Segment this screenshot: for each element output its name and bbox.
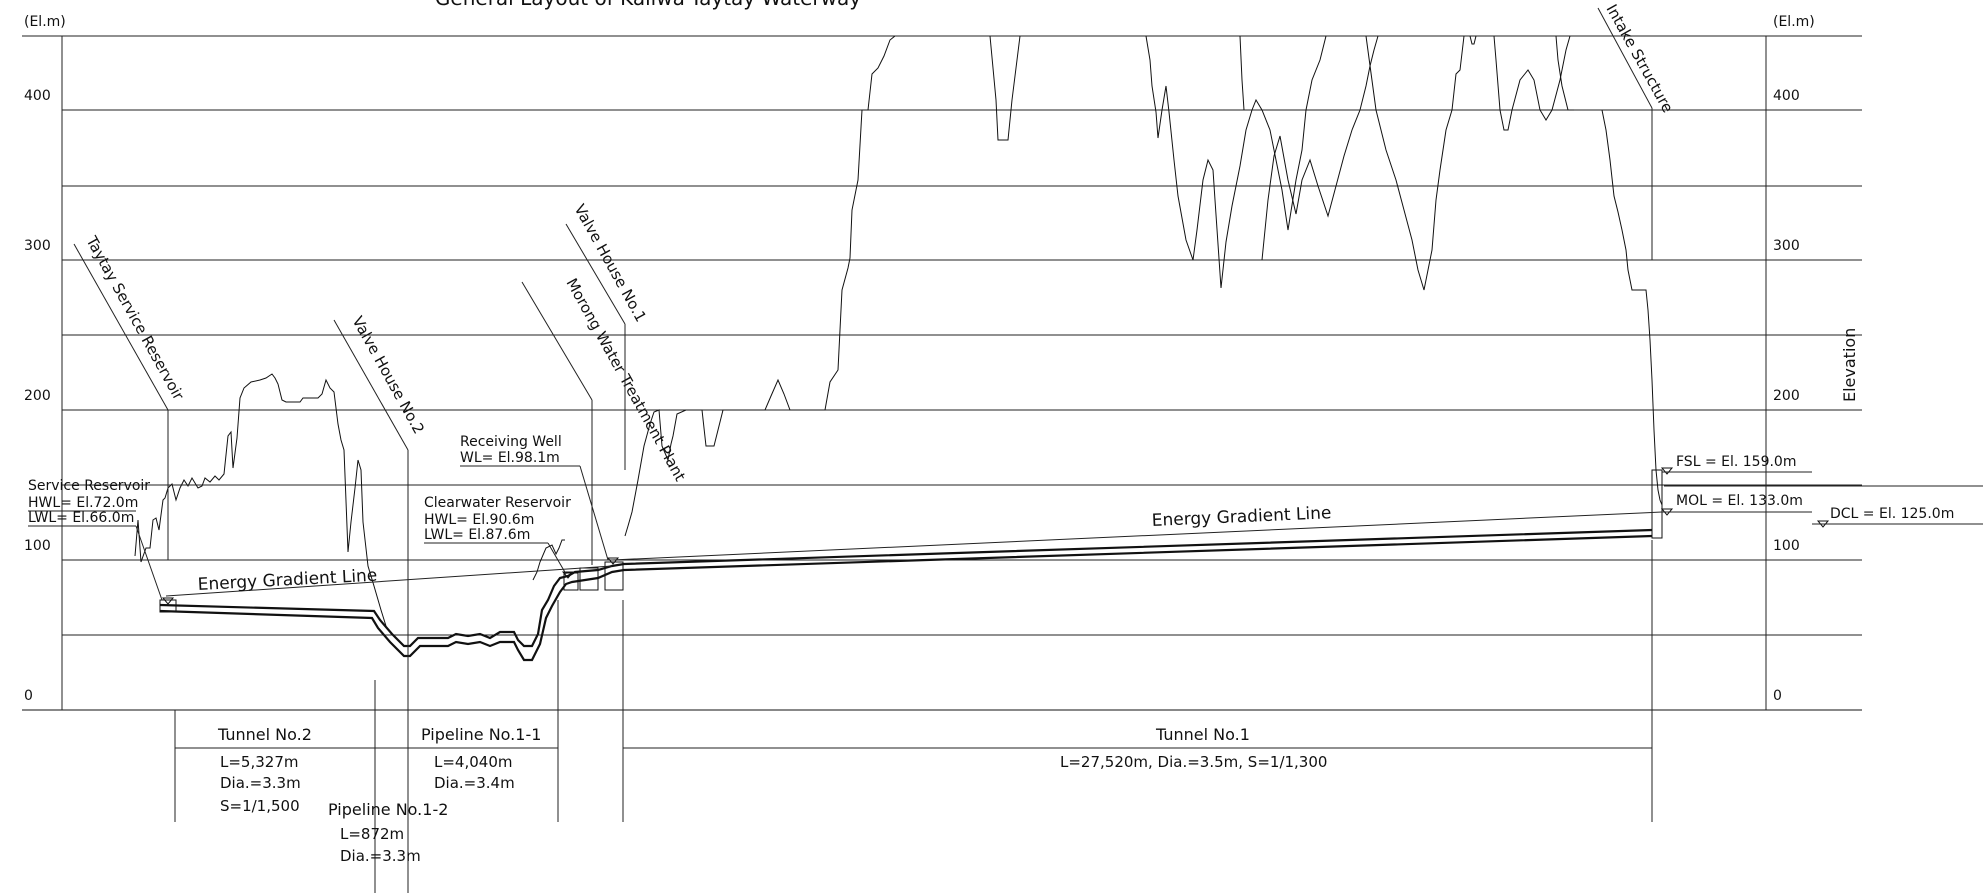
right-tick-200: 200 xyxy=(1773,388,1800,404)
pipeline-1-2-diameter: Dia.=3.3m xyxy=(340,847,421,865)
energy-gradient-line-west xyxy=(165,565,613,597)
left-tick-300: 300 xyxy=(24,238,51,254)
tunnel-1-spec: L=27,520m, Dia.=3.5m, S=1/1,300 xyxy=(1060,753,1327,771)
clearwater-label: Clearwater Reservoir xyxy=(424,495,571,511)
intake-structure-box xyxy=(1651,469,1663,539)
ground-peaks-6 xyxy=(1469,35,1477,45)
tunnel-1-name: Tunnel No.1 xyxy=(1155,725,1250,744)
morong-leader xyxy=(521,281,593,401)
tunnel-2-length: L=5,327m xyxy=(220,753,298,771)
fsl-marker xyxy=(1660,467,1674,475)
ground-peaks-5 xyxy=(1365,35,1465,291)
tunnel-2-name: Tunnel No.2 xyxy=(217,725,312,744)
left-tick-200: 200 xyxy=(24,388,51,404)
ground-peaks-8 xyxy=(1555,35,1574,111)
clearwater-hwl: HWL= El.90.6m xyxy=(424,512,534,528)
right-tick-400: 400 xyxy=(1773,88,1800,104)
ground-peaks-3 xyxy=(1239,35,1245,111)
ground-valley-right xyxy=(532,539,565,581)
service-reservoir-leader xyxy=(135,525,163,601)
ground-profile xyxy=(134,373,387,627)
right-unit-label: (El.m) xyxy=(1773,14,1815,30)
pipeline-1-1-diameter: Dia.=3.4m xyxy=(434,774,515,792)
receiving-well-label: Receiving Well xyxy=(460,434,562,450)
ground-peaks-2 xyxy=(1145,35,1327,289)
left-tick-100: 100 xyxy=(24,538,51,554)
tunnel-2-slope: S=1/1,500 xyxy=(220,797,300,815)
ground-peaks-1 xyxy=(989,35,1021,141)
pipeline-lower xyxy=(159,534,1653,662)
mol-label: MOL = El. 133.0m xyxy=(1676,493,1803,509)
right-tick-300: 300 xyxy=(1773,238,1800,254)
right-axis-title: Elevation xyxy=(1840,328,1859,402)
pipeline-1-1-name: Pipeline No.1-1 xyxy=(421,725,541,744)
pipeline-upper xyxy=(159,528,1653,648)
taytay-leader xyxy=(73,243,169,411)
ground-peaks-4 xyxy=(1261,35,1379,261)
clearwater-leader xyxy=(547,542,567,575)
intake-leader xyxy=(1597,7,1653,109)
receiving-well-wl-marker xyxy=(606,557,620,565)
pipeline-1-1-length: L=4,040m xyxy=(434,753,512,771)
left-tick-400: 400 xyxy=(24,88,51,104)
service-reservoir-wl-marker xyxy=(161,597,175,605)
pipeline-1-2-name: Pipeline No.1-2 xyxy=(328,800,448,819)
dcl-label: DCL = El. 125.0m xyxy=(1830,506,1954,522)
service-reservoir-lwl: LWL= El.66.0m xyxy=(28,510,134,526)
diagram-title: General Layout of Kaliwa-Taytay Waterway xyxy=(435,0,861,10)
ground-profile-intake xyxy=(1601,109,1663,506)
receiving-well-leader xyxy=(579,465,609,561)
valve-house-2-label: Valve House No.2 xyxy=(349,313,429,437)
taytay-label: Taytay Service Reservoir xyxy=(82,232,188,403)
tunnel-2-diameter: Dia.=3.3m xyxy=(220,774,301,792)
egl-label-east: Energy Gradient Line xyxy=(1151,503,1331,531)
receiving-well-wl: WL= El.98.1m xyxy=(460,450,560,466)
right-tick-100: 100 xyxy=(1773,538,1800,554)
intake-structure-label: Intake Structure xyxy=(1603,1,1677,116)
pipeline-1-2-length: L=872m xyxy=(340,825,404,843)
ground-profile-east xyxy=(624,35,896,537)
energy-gradient-line-east xyxy=(611,511,1663,561)
left-tick-0: 0 xyxy=(24,688,33,704)
clearwater-lwl: LWL= El.87.6m xyxy=(424,527,530,543)
grid xyxy=(22,35,1862,711)
valve1-leader xyxy=(565,223,626,325)
valve2-leader xyxy=(333,319,409,451)
left-unit-label: (El.m) xyxy=(24,14,66,30)
ground-peaks-7 xyxy=(1493,35,1571,131)
right-tick-0: 0 xyxy=(1773,688,1782,704)
fsl-label: FSL = El. 159.0m xyxy=(1676,454,1796,470)
egl-label-west: Energy Gradient Line xyxy=(197,566,378,595)
service-reservoir-hwl: HWL= El.72.0m xyxy=(28,495,138,511)
service-reservoir-label: Service Reservoir xyxy=(28,478,150,494)
